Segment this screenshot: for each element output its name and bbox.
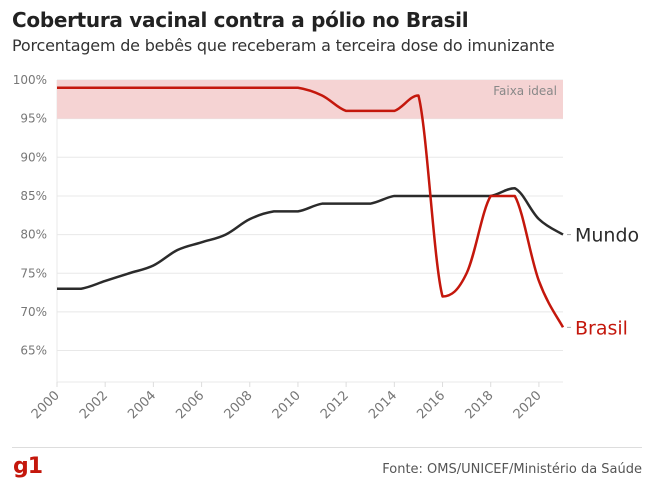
line-chart: Faixa ideal 65% 70% 75% 80% 85% 90% 95% 100% 20…: [13, 73, 639, 422]
y-tick-label: 65%: [20, 344, 47, 358]
x-tick-label: 2020: [511, 388, 545, 422]
x-tick-label: 2018: [463, 388, 497, 422]
y-axis: 65% 70% 75% 80% 85% 90% 95% 100%: [13, 73, 47, 358]
y-tick-label: 70%: [20, 305, 47, 319]
source-note: Fonte: OMS/UNICEF/Ministério da Saúde: [382, 462, 642, 477]
y-tick-label: 80%: [20, 228, 47, 242]
footer-divider: [12, 447, 642, 448]
series-label-brasil: Brasil: [575, 317, 628, 339]
gridlines: [56, 79, 563, 383]
chart-subtitle: Porcentagem de bebês que receberam a ter…: [12, 36, 555, 55]
y-tick-label: 85%: [20, 189, 47, 203]
x-tick-label: 2010: [270, 388, 304, 422]
y-tick-label: 100%: [13, 73, 47, 87]
y-tick-label: 95%: [20, 112, 47, 126]
y-tick-label: 90%: [20, 150, 47, 164]
x-tick-label: 2014: [366, 388, 400, 422]
series-label-mundo: Mundo: [575, 225, 639, 247]
series-lines: [56, 86, 565, 328]
ideal-band: [57, 80, 563, 119]
x-tick-label: 2012: [318, 388, 352, 422]
band-label: Faixa ideal: [493, 84, 557, 98]
g1-logo: g1: [13, 454, 43, 479]
x-tick-label: 2000: [29, 388, 63, 422]
x-tick-label: 2016: [414, 388, 448, 422]
x-tick-label: 2006: [173, 388, 207, 422]
chart-title: Cobertura vacinal contra a pólio no Bras…: [12, 8, 469, 32]
y-tick-label: 75%: [20, 266, 47, 280]
x-tick-label: 2008: [222, 388, 256, 422]
series-line-mundo: [56, 186, 564, 290]
series-line-brasil: [57, 86, 565, 328]
x-tick-label: 2002: [77, 388, 111, 422]
x-axis: 2000 2002 2004 2006 2008 2010 2012 2014 2016 2018…: [29, 382, 545, 422]
x-tick-label: 2004: [125, 388, 159, 422]
series-labels: Mundo Brasil: [567, 225, 639, 339]
